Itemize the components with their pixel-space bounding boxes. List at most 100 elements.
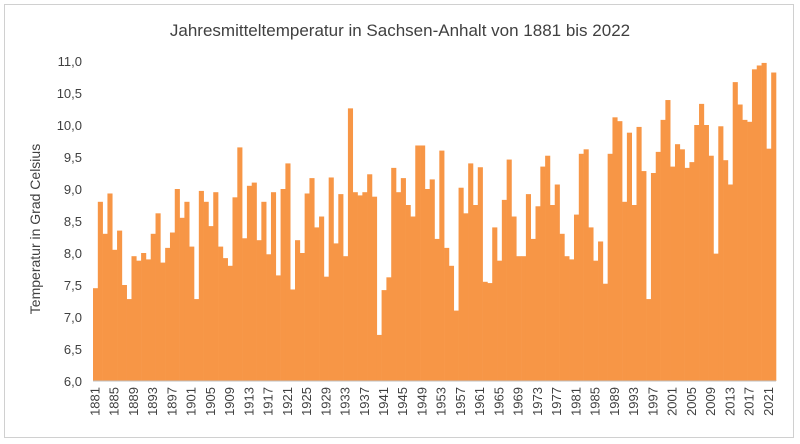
bar-1904 <box>203 201 209 381</box>
bar-1961 <box>477 167 483 381</box>
bar-1964 <box>492 227 498 381</box>
y-tick-label: 10,0 <box>57 118 82 133</box>
x-tick-label: 2001 <box>665 387 680 416</box>
bar-1918 <box>270 192 277 381</box>
bar-1923 <box>295 240 301 381</box>
bar-1930 <box>328 177 334 381</box>
bar-1991 <box>622 201 628 381</box>
bar-1953 <box>439 150 445 381</box>
bar-1931 <box>333 243 339 381</box>
bar-1899 <box>179 217 185 381</box>
bar-1970 <box>521 256 527 381</box>
x-tick-label: 1949 <box>414 387 429 416</box>
bar-2021 <box>766 148 772 381</box>
x-tick-label: 1973 <box>530 387 545 416</box>
bar-2018 <box>751 69 758 381</box>
x-tick-label: 2013 <box>722 387 737 416</box>
bar-1881 <box>93 288 99 381</box>
bar-1981 <box>573 214 580 381</box>
bar-1908 <box>222 258 228 381</box>
x-tick-label: 1977 <box>549 387 564 416</box>
bar-1920 <box>280 189 286 381</box>
bar-1891 <box>141 253 147 381</box>
bar-1906 <box>213 192 219 381</box>
chart-title: Jahresmitteltemperatur in Sachsen-Anhalt… <box>169 21 631 40</box>
x-tick-label: 1893 <box>145 387 160 416</box>
bar-1905 <box>208 226 214 381</box>
x-tick-label: 1889 <box>126 387 141 416</box>
bar-1940 <box>376 334 382 381</box>
bar-1971 <box>525 194 531 381</box>
bar-1935 <box>352 192 358 381</box>
bar-1886 <box>117 230 123 381</box>
bar-1942 <box>386 277 392 381</box>
bar-1963 <box>487 283 493 381</box>
bar-1986 <box>598 241 604 381</box>
bar-1995 <box>641 171 647 381</box>
y-tick-label: 8,5 <box>64 214 82 229</box>
bar-1939 <box>371 196 378 381</box>
bar-1999 <box>660 119 666 381</box>
bar-1889 <box>131 256 137 381</box>
bar-1952 <box>434 238 440 381</box>
x-tick-label: 1881 <box>87 387 102 416</box>
bar-1898 <box>174 189 180 381</box>
bar-1892 <box>145 259 152 381</box>
bar-1988 <box>607 153 613 381</box>
bar-2011 <box>718 126 724 381</box>
bar-1980 <box>569 259 575 381</box>
x-tick-label: 1961 <box>472 387 487 416</box>
bar-2010 <box>713 253 719 381</box>
bar-1978 <box>559 233 565 381</box>
x-tick-label: 1989 <box>607 387 622 416</box>
bar-1957 <box>458 187 464 381</box>
bar-1934 <box>347 108 354 382</box>
x-tick-label: 1929 <box>318 387 333 416</box>
bar-1990 <box>617 121 623 381</box>
bar-1932 <box>338 194 344 381</box>
bar-1992 <box>626 132 632 381</box>
bar-1951 <box>429 179 435 381</box>
bar-1917 <box>266 254 272 381</box>
x-tick-label: 1969 <box>511 387 526 416</box>
bar-1996 <box>646 299 652 381</box>
bar-1936 <box>357 195 363 381</box>
bar-1927 <box>314 227 320 381</box>
bar-1900 <box>184 201 190 381</box>
bar-1916 <box>261 201 267 381</box>
x-tick-label: 1981 <box>568 387 583 416</box>
bar-1893 <box>150 233 156 381</box>
bar-2015 <box>737 104 743 382</box>
x-tick-label: 1913 <box>241 387 256 416</box>
x-tick-label: 1997 <box>645 387 660 416</box>
bar-1962 <box>482 281 488 381</box>
bar-2017 <box>747 121 753 382</box>
bar-1997 <box>650 173 657 381</box>
y-tick-label: 10,5 <box>57 86 82 101</box>
bar-1958 <box>463 213 469 381</box>
x-tick-labels: 1881 1885 1889 1893 1897 1901 1905 1909 1913 1917… <box>87 387 775 416</box>
bar-1885 <box>112 249 118 381</box>
x-tick-label: 1909 <box>222 387 237 416</box>
bar-1989 <box>612 117 618 381</box>
bar-1998 <box>655 151 661 381</box>
bar-1956 <box>453 310 459 381</box>
bar-1959 <box>468 163 474 381</box>
bar-2019 <box>756 65 762 381</box>
bar-2004 <box>684 167 690 381</box>
y-axis-label: Temperatur in Grad Celsius <box>27 144 43 314</box>
x-tick-label: 1953 <box>434 387 449 416</box>
bar-1973 <box>535 206 541 381</box>
y-tick-label: 6,0 <box>64 374 82 389</box>
bar-2002 <box>674 144 681 381</box>
x-tick-label: 1937 <box>357 387 372 416</box>
bar-1910 <box>232 197 238 381</box>
y-tick-label: 11,0 <box>58 54 82 69</box>
bar-1919 <box>275 275 281 381</box>
bar-1901 <box>189 246 195 381</box>
bar-1922 <box>290 289 296 381</box>
bar-2014 <box>732 82 738 382</box>
bar-1894 <box>155 213 161 381</box>
y-tick-label: 9,5 <box>64 150 82 165</box>
